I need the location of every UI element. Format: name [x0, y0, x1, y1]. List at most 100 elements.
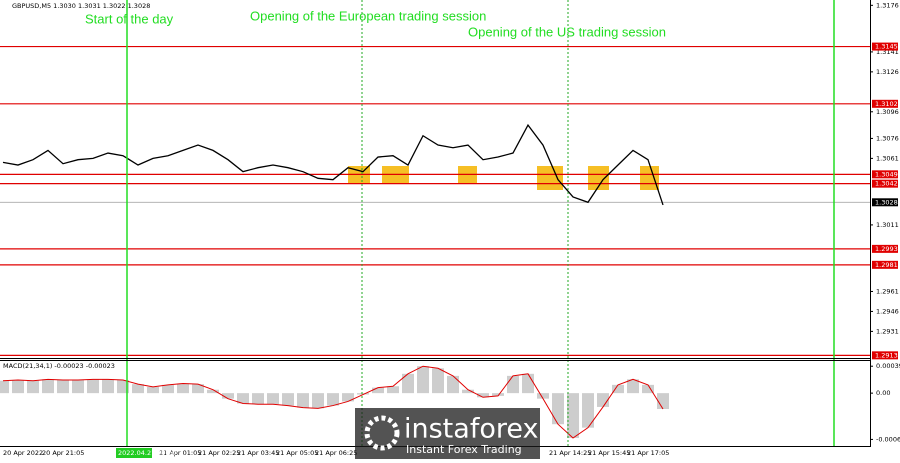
macd-bar — [507, 375, 519, 394]
macd-bar — [177, 383, 189, 394]
y-tick-label: 1.3176 — [876, 1, 899, 9]
macd-bar — [327, 393, 339, 406]
level-box — [872, 42, 898, 51]
macd-bar — [597, 393, 609, 407]
macd-bar — [432, 368, 444, 394]
x-tick-label: 21 Apr 02:25 — [198, 449, 240, 457]
macd-bar — [27, 380, 39, 394]
macd-bar — [642, 384, 654, 394]
highlight — [640, 166, 659, 190]
symbol-title: GBPUSD,M5 1.3030 1.3031 1.3022 1.3028 — [12, 2, 150, 10]
macd-bar — [222, 393, 234, 399]
macd-bar — [537, 393, 549, 399]
macd-bar — [147, 386, 159, 394]
macd-y-tick-label: 0.00 — [876, 389, 890, 397]
x-tick-label: 21 Apr 14:25 — [549, 449, 591, 457]
macd-bar — [372, 387, 384, 394]
macd-bar — [192, 384, 204, 394]
annotation: Start of the day — [85, 11, 174, 26]
macd-bar — [297, 393, 309, 408]
macd-bar — [477, 393, 489, 398]
macd-bar — [237, 393, 249, 404]
macd-bar — [462, 389, 474, 394]
macd-bar — [447, 375, 459, 394]
macd-bar — [162, 384, 174, 394]
y-tick-label: 1.3126 — [876, 68, 899, 76]
y-tick-label: 1.3141 — [876, 48, 899, 56]
level-box — [872, 170, 898, 179]
level-label: 1.3042 — [875, 180, 898, 188]
macd-bar — [492, 393, 504, 396]
level-box — [872, 99, 898, 108]
macd-bar — [42, 379, 54, 394]
y-tick-label: 1.2946 — [876, 307, 899, 315]
y-tick-label: 1.2931 — [876, 327, 899, 335]
macd-title: MACD(21,34,1) -0.00023 -0.00023 — [3, 362, 115, 370]
macd-bar — [567, 393, 579, 439]
macd-bar — [627, 379, 639, 394]
y-tick-label: 1.2961 — [876, 287, 899, 295]
macd-bar — [522, 373, 534, 394]
watermark-logo — [364, 415, 400, 451]
crosshair-box — [116, 448, 152, 458]
macd-signal — [2, 365, 664, 439]
macd-bar — [357, 393, 369, 395]
level-label: 1.2993 — [875, 245, 898, 253]
macd-bar — [282, 393, 294, 406]
level-box — [872, 179, 898, 188]
annotation: Opening of the European trading session — [250, 8, 486, 23]
x-tick-label: 21 Apr 15:45 — [588, 449, 630, 457]
macd-y-tick-label: -0.00067 — [876, 435, 900, 443]
macd-bar — [402, 373, 414, 394]
y-tick-label: 1.3076 — [876, 134, 899, 142]
y-tick-label: 1.3011 — [876, 221, 899, 229]
macd-bar — [267, 393, 279, 405]
level-label: 1.3145 — [875, 43, 898, 51]
highlight — [537, 166, 563, 190]
macd-bar — [0, 380, 9, 394]
level-label: 1.2981 — [875, 261, 898, 269]
macd-bar — [387, 386, 399, 394]
price-line — [2, 123, 664, 206]
x-tick-label: 20 Apr 21:05 — [42, 449, 84, 457]
x-tick-label: 20 Apr 2022 — [3, 449, 43, 457]
macd-bar — [252, 393, 264, 405]
macd-bar — [312, 393, 324, 409]
level-label: 1.2913 — [875, 351, 898, 359]
macd-bar — [612, 384, 624, 394]
macd-bar — [207, 389, 219, 394]
macd-bar — [342, 393, 354, 402]
x-tick-label: 21 Apr 03:45 — [237, 449, 279, 457]
level-box — [872, 260, 898, 269]
crosshair-label: 2022.04.21 00:00 — [118, 449, 176, 457]
annotation: Opening of the US trading session — [468, 24, 666, 39]
macd-y-tick-label: 0.00039 — [876, 362, 900, 370]
macd-bar — [87, 379, 99, 394]
level-label: 1.3102 — [875, 100, 898, 108]
x-tick-label: 21 Apr 05:05 — [276, 449, 318, 457]
watermark: instaforex Instant Forex Trading — [355, 408, 540, 459]
level-label: 1.3049 — [875, 170, 898, 178]
macd-bar — [132, 384, 144, 394]
x-tick-label: 21 Apr 06:25 — [315, 449, 357, 457]
watermark-name: instaforex — [404, 414, 538, 445]
macd-bar — [12, 380, 24, 394]
x-tick-label: 21 Apr 17:05 — [627, 449, 669, 457]
macd-bar — [417, 366, 429, 394]
level-box — [872, 351, 898, 360]
macd-bar — [57, 380, 69, 394]
x-tick-label: 21 Apr 01:05 — [159, 449, 201, 457]
y-tick-label: 1.3096 — [876, 108, 899, 116]
macd-bar — [72, 380, 84, 394]
current-price-box — [872, 198, 898, 207]
level-box — [872, 244, 898, 253]
watermark-tagline: Instant Forex Trading — [406, 443, 522, 456]
macd-bar — [657, 393, 669, 410]
macd-bar — [102, 379, 114, 394]
macd-bar — [117, 380, 129, 394]
macd-bar — [582, 393, 594, 428]
current-price-label: 1.3028 — [875, 198, 898, 206]
macd-bar — [552, 393, 564, 425]
y-tick-label: 1.3061 — [876, 154, 899, 162]
